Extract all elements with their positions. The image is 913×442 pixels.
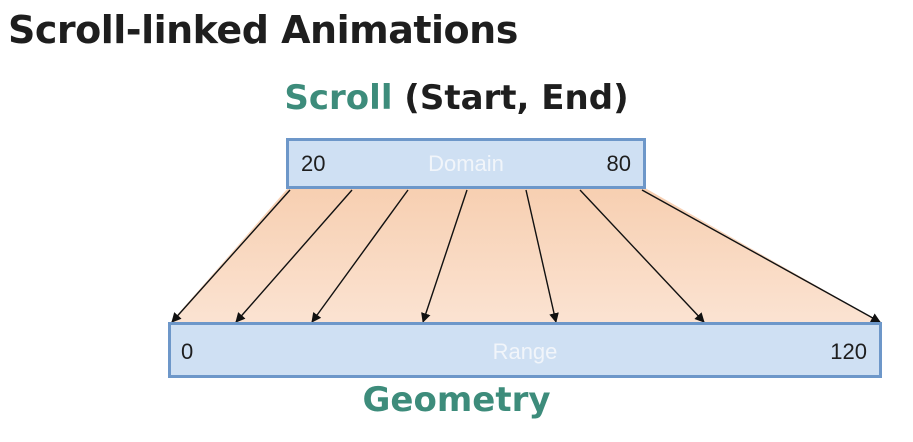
range-min: 0 bbox=[181, 339, 194, 364]
domain-min: 20 bbox=[301, 151, 326, 176]
mapping-arrow bbox=[641, 189, 881, 323]
mapping-fan bbox=[170, 188, 882, 323]
domain-label: Domain bbox=[428, 151, 504, 176]
range-label: Range bbox=[492, 339, 558, 364]
mapping-arrow bbox=[171, 189, 291, 323]
mapping-arrow bbox=[311, 189, 409, 323]
scroll-heading-accent: Scroll bbox=[284, 78, 393, 118]
scroll-heading-rest: (Start, End) bbox=[392, 78, 629, 118]
mapping-arrow bbox=[579, 189, 705, 323]
domain-box: 20 Domain 80 bbox=[286, 138, 646, 189]
mapping-arrow bbox=[525, 189, 559, 323]
mapping-arrows bbox=[171, 189, 881, 323]
mapping-arrow bbox=[421, 189, 468, 323]
page-title: Scroll-linked Animations bbox=[8, 8, 518, 52]
geometry-heading: Geometry bbox=[0, 380, 913, 420]
domain-max: 80 bbox=[606, 151, 631, 176]
geometry-heading-text: Geometry bbox=[362, 380, 551, 420]
range-max: 120 bbox=[830, 339, 867, 364]
mapping-arrow bbox=[235, 189, 353, 323]
range-box: 0 Range 120 bbox=[168, 322, 882, 378]
scroll-heading: Scroll (Start, End) bbox=[0, 78, 913, 118]
